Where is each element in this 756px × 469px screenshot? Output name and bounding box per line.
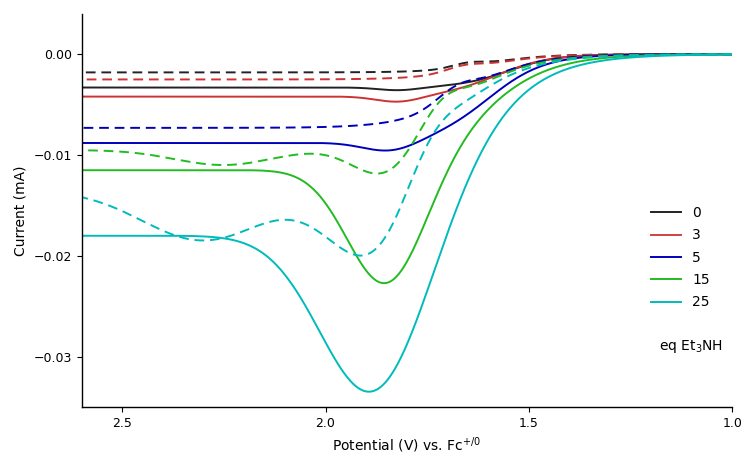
Legend: 0, 3, 5, 15, 25: 0, 3, 5, 15, 25 [645,201,715,315]
Y-axis label: Current (mA): Current (mA) [14,165,28,256]
Text: eq Et$_3$NH: eq Et$_3$NH [658,339,723,356]
X-axis label: Potential (V) vs. Fc$^{+/0}$: Potential (V) vs. Fc$^{+/0}$ [332,436,482,455]
